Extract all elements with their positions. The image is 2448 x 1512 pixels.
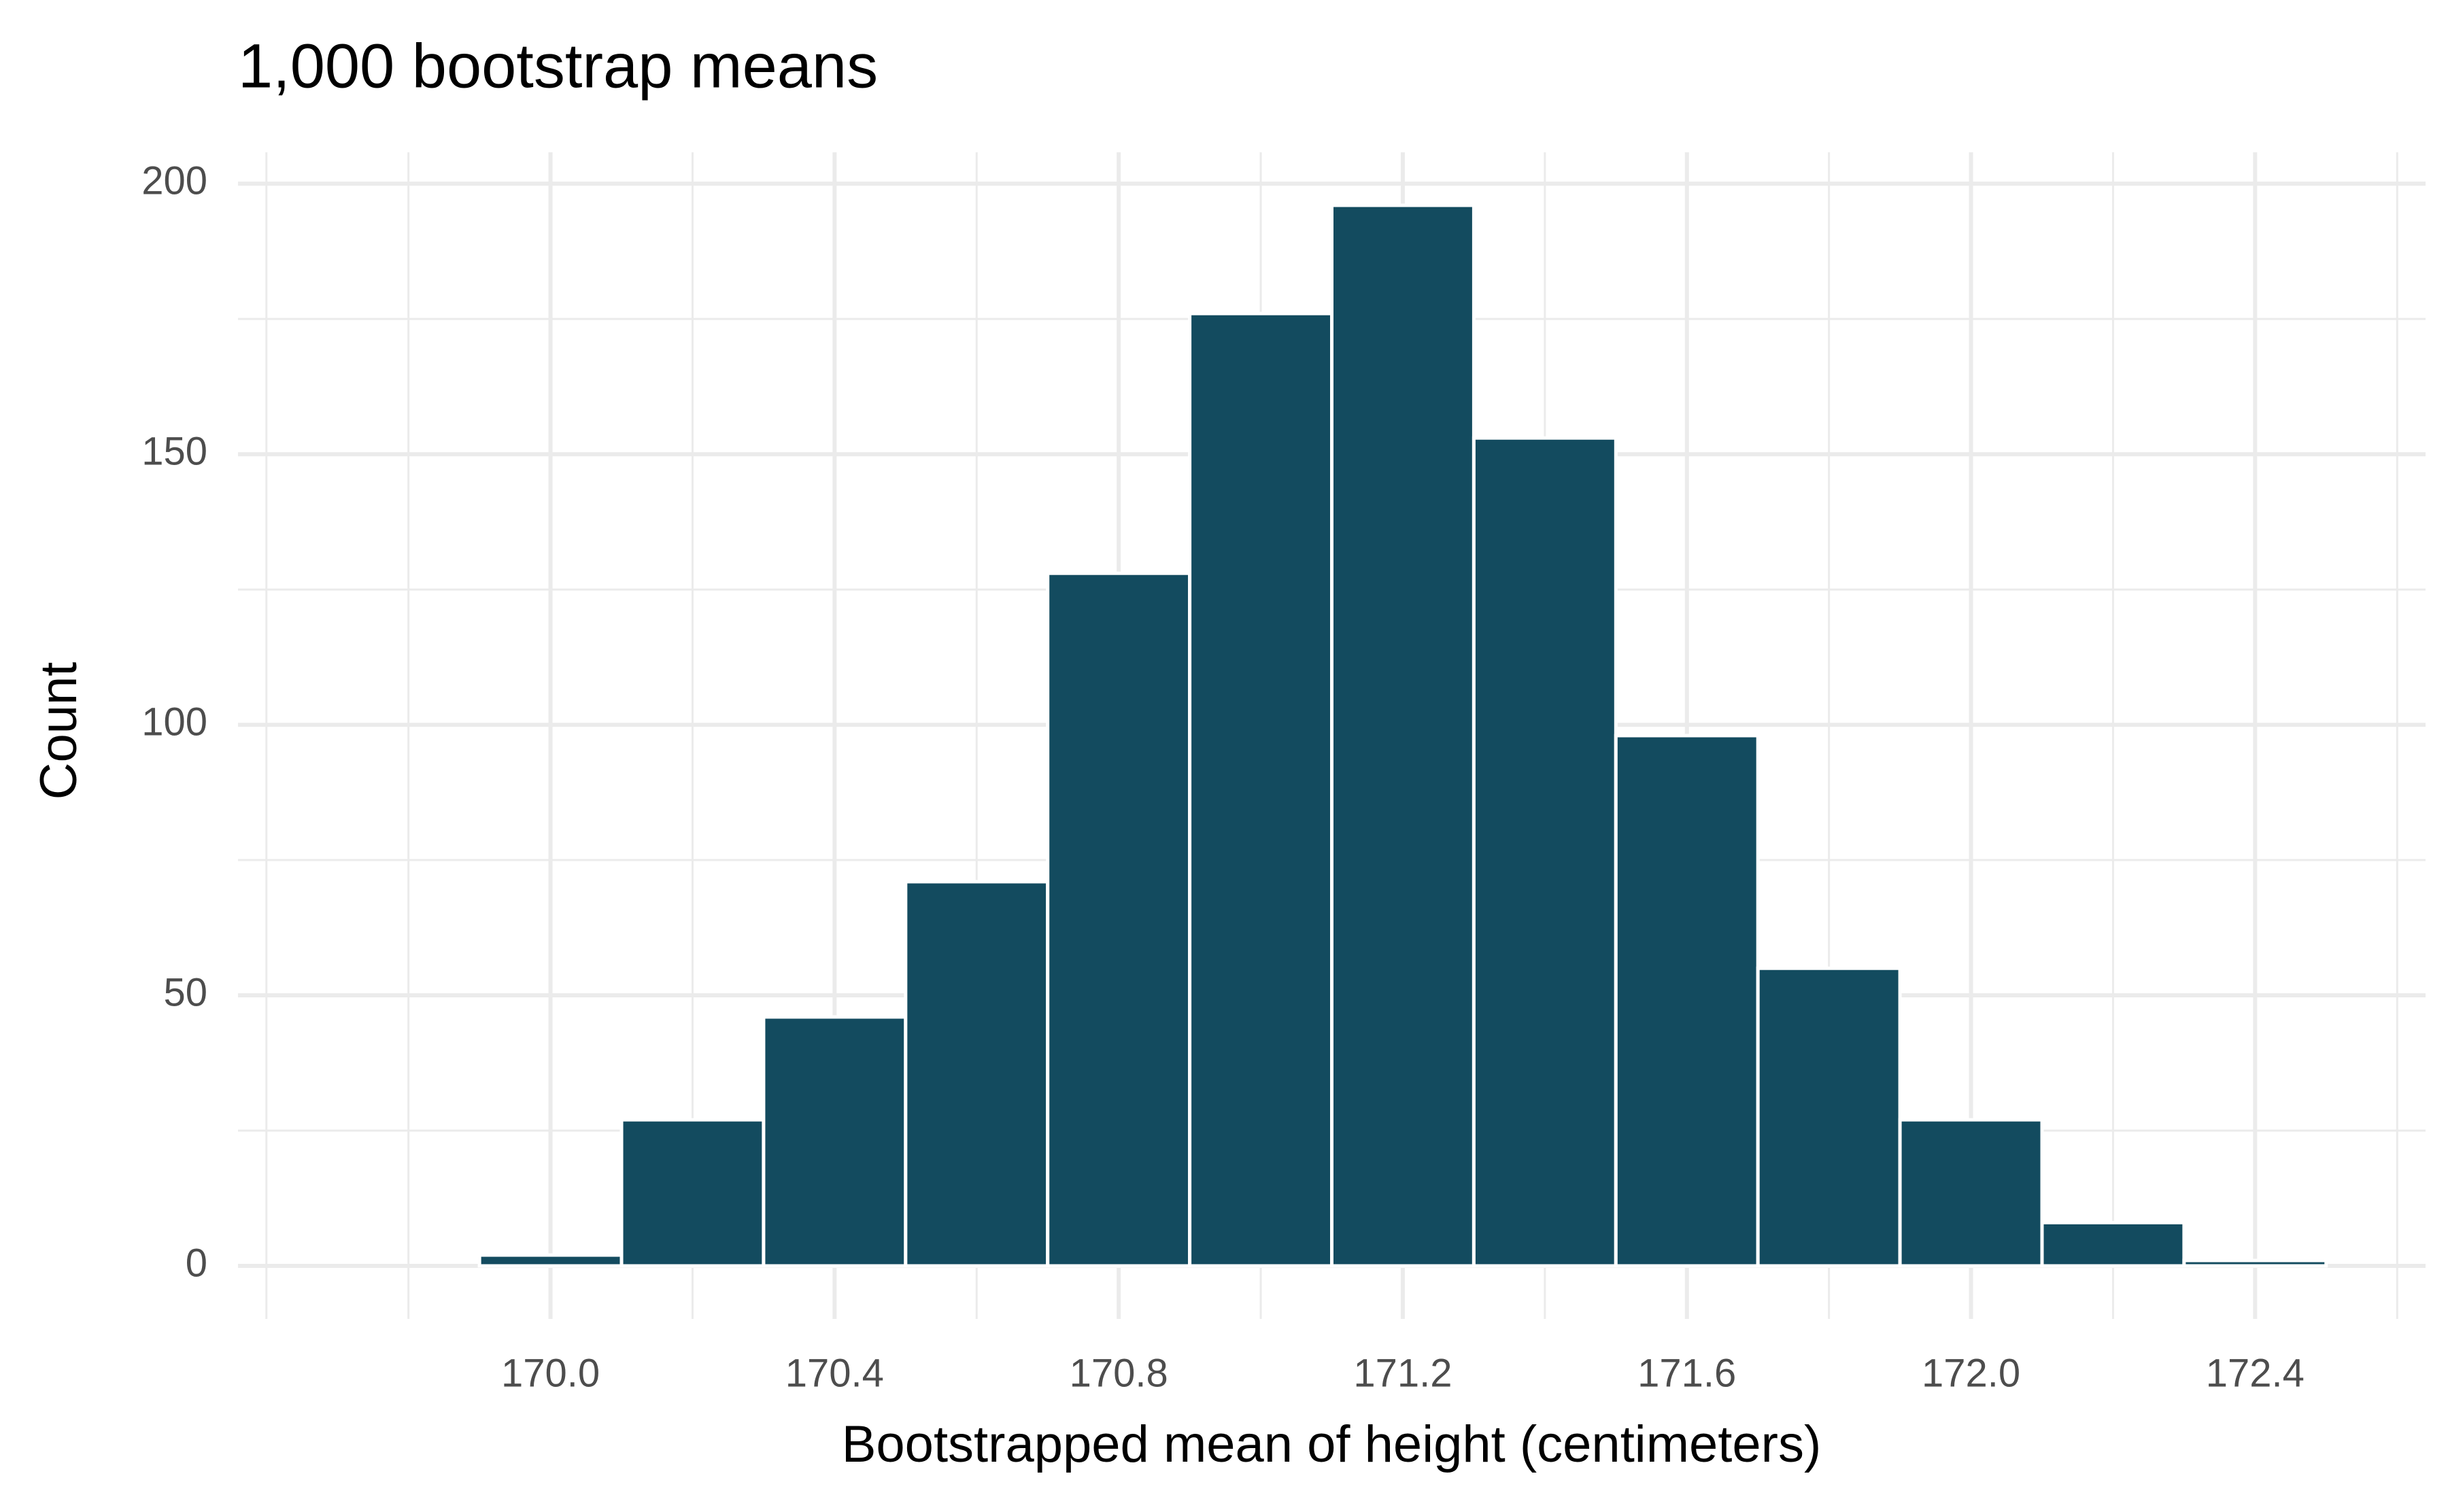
bar [1614,734,1760,1268]
x-tick-label: 170.8 [1070,1351,1168,1395]
bar [904,880,1050,1268]
x-tick-label: 172.0 [1922,1351,2020,1395]
y-tick-label: 50 [163,970,207,1014]
y-axis-title: Count [30,662,88,800]
bar [1188,311,1333,1268]
bar [2182,1258,2328,1268]
bar [1330,203,1476,1268]
y-tick-label: 0 [186,1241,207,1285]
bar [1756,966,1902,1268]
bar [762,1015,908,1268]
bar [477,1253,624,1268]
x-tick-label: 171.6 [1637,1351,1736,1395]
x-tick-label: 171.2 [1353,1351,1452,1395]
bar [1046,571,1192,1268]
bar [2040,1220,2186,1268]
y-tick-label: 150 [141,429,207,473]
y-tick-label: 200 [141,158,207,203]
bar [619,1118,766,1268]
chart-title: 1,000 bootstrap means [238,31,878,101]
bar [1898,1118,2044,1268]
bar [1472,436,1618,1268]
x-tick-label: 170.0 [501,1351,600,1395]
x-tick-label: 172.4 [2206,1351,2305,1395]
y-tick-label: 100 [141,700,207,744]
x-tick-label: 170.4 [785,1351,884,1395]
x-axis-title: Bootstrapped mean of height (centimeters… [842,1415,1822,1473]
